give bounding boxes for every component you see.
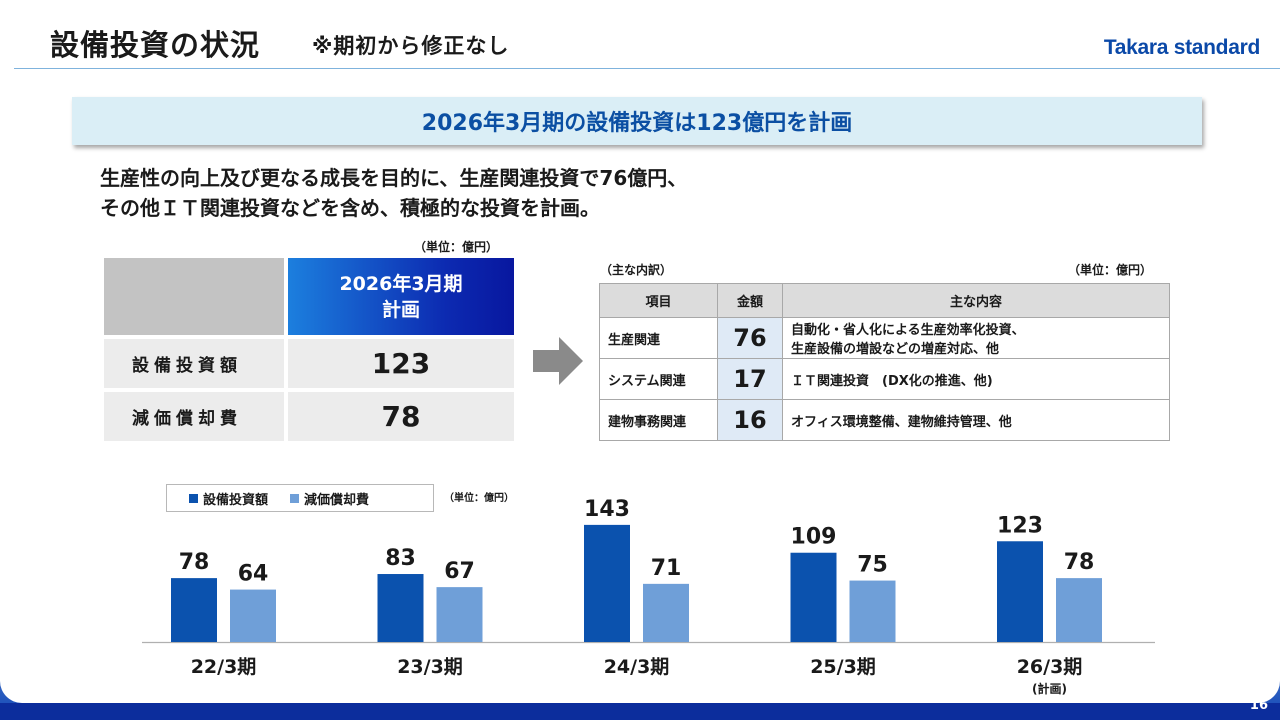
breakdown-content-line2: 生産設備の増設などの増産対応、他 — [791, 342, 1000, 357]
summary-corner-cell — [104, 258, 284, 335]
breakdown-unit: （単位：億円） — [1068, 263, 1153, 277]
breakdown-header-amount: 金額 — [717, 283, 783, 318]
table-row: 建物事務関連 16 オフィス環境整備、建物維持管理、他 — [599, 399, 1170, 441]
summary-header-line1: 2026年3月期 — [339, 272, 463, 295]
legend-item-depreciation: 減価償却費 — [290, 489, 369, 508]
x-tick-label: 25/3期 — [810, 656, 876, 678]
breakdown-item: 建物事務関連 — [599, 399, 718, 441]
bar-capex — [997, 541, 1043, 642]
chart-legend: 設備投資額 減価償却費 — [166, 484, 434, 512]
lead-line-1: 生産性の向上及び更なる成長を目的に、生産関連投資で76億円、 — [100, 166, 688, 190]
lead-text: 生産性の向上及び更なる成長を目的に、生産関連投資で76億円、 その他ＩＴ関連投資… — [100, 163, 687, 223]
bar-capex — [790, 552, 837, 642]
data-label: 109 — [791, 525, 837, 550]
page-number: 16 — [1249, 698, 1268, 713]
x-tick-label: 26/3期 — [1017, 656, 1083, 678]
breakdown-content: ＩＴ関連投資 (DX化の推進、他) — [782, 358, 1170, 400]
breakdown-content: 自動化・省人化による生産効率化投資、 生産設備の増設などの増産対応、他 — [782, 317, 1170, 359]
summary-value-depreciation: 78 — [288, 392, 514, 441]
summary-header-line2: 計画 — [381, 298, 420, 321]
footer-band — [0, 703, 1280, 720]
breakdown-header-row: 項目 金額 主な内容 — [599, 283, 1170, 318]
breakdown-amount: 16 — [717, 399, 783, 441]
bar-depreciation — [643, 583, 689, 642]
breakdown-amount: 76 — [717, 317, 783, 359]
data-label: 123 — [997, 513, 1043, 538]
legend-label-depreciation: 減価償却費 — [304, 492, 370, 508]
bar-depreciation — [849, 580, 896, 642]
data-label: 64 — [238, 562, 269, 587]
data-label: 71 — [651, 556, 682, 581]
summary-label-capex: 設備投資額 — [104, 339, 284, 388]
legend-label-capex: 設備投資額 — [203, 492, 269, 508]
header-divider — [14, 68, 1280, 69]
breakdown-header-item: 項目 — [599, 283, 718, 318]
data-label: 143 — [584, 497, 630, 522]
bar-capex — [584, 524, 630, 642]
summary-header-cell: 2026年3月期 計画 — [288, 258, 514, 335]
bar-capex — [377, 574, 424, 642]
page-title: 設備投資の状況 — [50, 28, 261, 62]
data-label: 78 — [179, 550, 210, 575]
summary-label-depreciation: 減価償却費 — [104, 392, 284, 441]
breakdown-content-line1: 自動化・省人化による生産効率化投資、 — [791, 323, 1025, 338]
x-tick-label: 24/3期 — [604, 656, 670, 678]
page-subtitle: ※期初から修正なし — [312, 34, 510, 58]
lead-line-2: その他ＩＴ関連投資などを含め、積極的な投資を計画。 — [100, 196, 600, 220]
breakdown-table: 項目 金額 主な内容 生産関連 76 自動化・省人化による生産効率化投資、 生産… — [599, 283, 1170, 441]
bar-capex — [171, 578, 217, 642]
table-row: 生産関連 76 自動化・省人化による生産効率化投資、 生産設備の増設などの増産対… — [599, 317, 1170, 359]
bar-depreciation — [436, 587, 483, 642]
breakdown-item: システム関連 — [599, 358, 718, 400]
summary-value-capex: 123 — [288, 339, 514, 388]
right-arrow-icon — [533, 337, 583, 385]
breakdown-caption: （主な内訳） — [600, 263, 673, 277]
bar-depreciation — [230, 589, 276, 642]
legend-item-capex: 設備投資額 — [189, 489, 268, 508]
legend-swatch-depreciation — [290, 493, 300, 503]
table-row: システム関連 17 ＩＴ関連投資 (DX化の推進、他) — [599, 358, 1170, 400]
x-tick-label: 23/3期 — [397, 656, 463, 678]
bar-depreciation — [1056, 578, 1102, 642]
data-label: 67 — [444, 559, 475, 584]
chart-unit: （単位：億円） — [444, 493, 514, 504]
x-tick-note: (計画) — [1032, 681, 1067, 696]
data-label: 83 — [385, 546, 416, 571]
x-tick-label: 22/3期 — [191, 656, 257, 678]
breakdown-content: オフィス環境整備、建物維持管理、他 — [782, 399, 1170, 441]
summary-unit: （単位：億円） — [414, 240, 499, 254]
data-label: 78 — [1064, 550, 1095, 575]
data-label: 75 — [857, 553, 888, 578]
legend-swatch-capex — [189, 493, 198, 503]
breakdown-header-content: 主な内容 — [782, 283, 1170, 318]
headline-banner: 2026年3月期の設備投資は123億円を計画 — [72, 97, 1202, 145]
company-logo: Takara standard — [1103, 36, 1260, 59]
breakdown-item: 生産関連 — [599, 317, 718, 359]
